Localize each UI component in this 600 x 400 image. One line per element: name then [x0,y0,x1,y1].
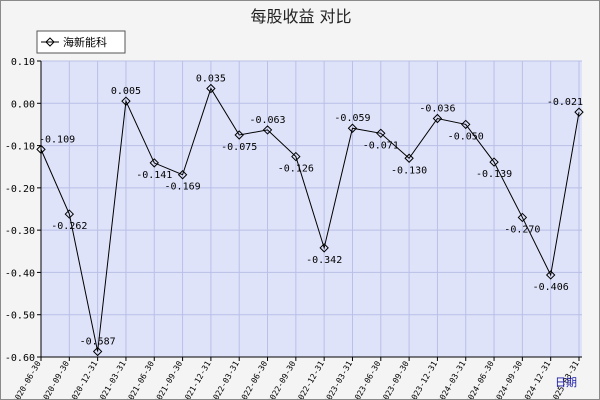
data-point-marker [262,125,273,135]
legend: 海新能科 [36,30,126,54]
x-tick-labels: 2020-06-302020-09-302020-12-312021-03-31… [11,357,581,399]
data-point-marker [347,123,358,133]
data-point-marker [92,346,103,357]
data-label: -0.406 [533,282,569,293]
data-label: -0.059 [334,113,370,124]
data-point-marker [489,157,499,167]
data-label: -0.126 [278,164,314,175]
data-label: -0.063 [249,115,285,126]
data-point-marker [432,113,443,124]
x-tick-label: 2024-06-30 [464,359,496,399]
y-tick-label: -0.40 [5,268,35,279]
x-tick-label: 2023-03-31 [322,359,354,399]
data-point-marker [177,170,188,180]
series-line-group [36,83,584,357]
data-point-marker [234,130,244,140]
data-point-marker [206,83,216,94]
data-point-marker [319,243,329,253]
data-point-marker [291,151,301,162]
data-label: -0.071 [363,140,399,151]
x-tick-label: 2021-03-31 [96,359,128,399]
data-point-marker [36,144,46,155]
data-point-marker [517,212,528,223]
y-tick-labels: 0.10 0.00 -0.10 -0.20 -0.30 -0.40 -0.50 -0.60 [5,57,41,364]
data-label: -0.262 [51,221,87,232]
data-point-marker [574,107,584,117]
data-point-marker [545,270,556,280]
y-tick-label: -0.30 [5,226,35,237]
legend-series-name: 海新能科 [63,35,107,49]
x-tick-label: 2023-06-30 [351,359,383,399]
legend-box [36,30,126,54]
grid-lines [40,60,582,357]
series-line [40,87,580,352]
data-label-group: -0.109 -0.262 -0.587 0.005 -0.141-0.169 0.035… [39,73,583,347]
data-point-marker [404,153,414,163]
x-tick-label: 2022-09-30 [266,359,298,399]
data-point-marker [121,96,131,106]
y-tick-label: -0.20 [5,184,35,195]
x-tick-label: 2024-09-30 [492,359,524,399]
y-tick-label: -0.60 [5,353,35,364]
x-tick-label: 2021-06-30 [124,359,156,399]
data-point-marker [149,158,159,168]
data-label: -0.342 [306,255,342,266]
data-label: -0.036 [419,104,455,115]
data-label: -0.141 [136,170,172,181]
data-point-marker [461,119,471,130]
data-label: -0.130 [391,165,427,176]
x-tick-label: 2022-03-31 [209,359,241,399]
x-tick-label: 2020-12-31 [67,359,99,399]
x-tick-label: 2020-06-30 [11,359,43,399]
x-tick-label: 2022-06-30 [237,359,269,399]
data-label: -0.075 [221,142,257,153]
x-tick-label: 2024-03-31 [436,359,468,399]
chart-title: 每股收益 对比 [250,7,351,26]
data-label: -0.050 [448,131,484,142]
legend-diamond-marker [45,37,55,47]
x-tick-label: 2021-09-30 [152,359,184,399]
data-label: -0.169 [165,182,201,193]
data-label: 0.005 [111,86,141,97]
y-tick-label: 0.10 [11,57,35,68]
y-tick-label: -0.10 [5,142,35,153]
x-tick-label: 2023-12-31 [407,359,439,399]
data-label: -0.139 [476,169,512,180]
x-tick-label: 2021-12-31 [181,359,213,399]
data-label: -0.587 [80,337,116,348]
x-tick-label: 2022-12-31 [294,359,326,399]
plot-area [41,61,582,357]
data-label: -0.109 [39,134,75,145]
data-label: -0.021 [547,97,583,108]
x-axis-label: 日期 [555,376,577,389]
data-point-marker [376,128,386,139]
y-tick-label: 0.00 [11,99,35,110]
x-tick-label: 2023-09-30 [379,359,411,399]
data-label: -0.270 [504,224,540,235]
x-tick-label: 2024-12-31 [521,359,553,399]
data-label: 0.035 [196,73,226,84]
data-point-marker [64,209,75,219]
x-tick-label: 2020-09-30 [39,359,71,399]
y-tick-label: -0.50 [5,311,35,322]
